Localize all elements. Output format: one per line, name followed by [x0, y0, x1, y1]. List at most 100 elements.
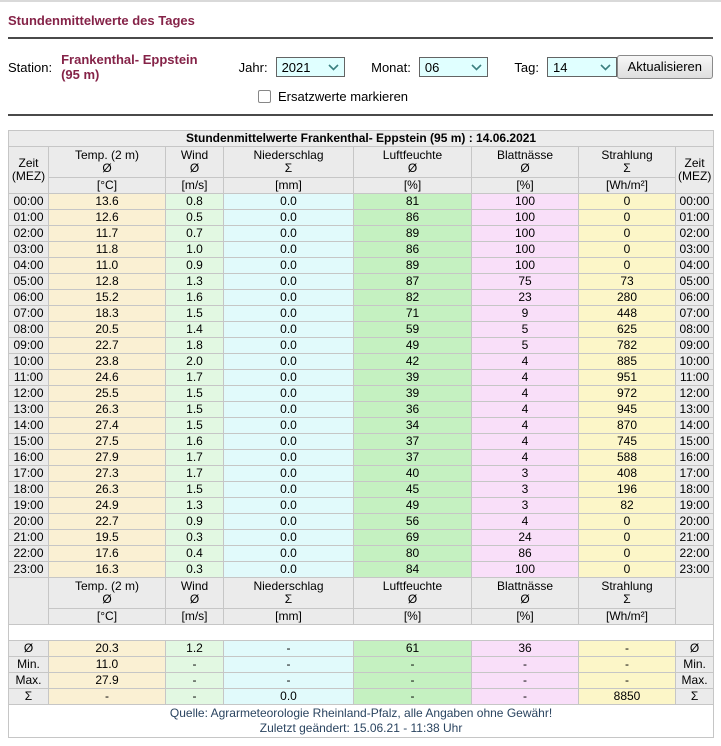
table-row: 13:00 26.3 1.5 0.0 36 4 945 13:00	[8, 401, 715, 418]
weather-table: Stundenmittelwerte Frankenthal- Eppstein…	[7, 130, 715, 738]
cell-humidity: 56	[353, 513, 472, 530]
summary-label: Ø	[674, 640, 715, 657]
cell-wind: 1.6	[165, 289, 224, 306]
cell-time: 11:00	[8, 369, 49, 386]
month-label: Monat:	[371, 59, 411, 75]
cell-wind: 2.0	[165, 353, 224, 370]
table-row: 19:00 24.9 1.3 0.0 49 3 82 19:00	[8, 497, 715, 514]
summary-temp: 20.3	[48, 640, 166, 657]
summary-row: Max. 27.9- - - - - Max.	[8, 672, 715, 689]
station-value: Frankenthal- Eppstein (95 m)	[61, 52, 198, 82]
summary-temp: 27.9	[48, 672, 166, 689]
col-unit-radiation: [Wh/m²]	[578, 177, 676, 194]
cell-precip: 0.0	[223, 321, 354, 338]
cell-radiation: 870	[578, 417, 676, 434]
cell-precip: 0.0	[223, 257, 354, 274]
year-select[interactable]: 2021	[275, 57, 346, 77]
cell-leafwetness: 4	[471, 369, 579, 386]
cell-wind: 1.8	[165, 337, 224, 354]
cell-temp: 19.5	[48, 529, 166, 546]
summary-leafwetness: -	[471, 672, 579, 689]
table-row: 11:00 24.6 1.7 0.0 39 4 951 11:00	[8, 369, 715, 386]
cell-humidity: 84	[353, 561, 472, 578]
col-unit-radiation: [Wh/m²]	[578, 608, 676, 625]
cell-precip: 0.0	[223, 273, 354, 290]
summary-precip: -	[223, 672, 354, 689]
summary-label: Σ	[8, 688, 49, 705]
col-header-time: Zeit (MEZ)	[8, 146, 49, 194]
cell-wind: 1.5	[165, 305, 224, 322]
cell-precip: 0.0	[223, 369, 354, 386]
cell-time: 01:00	[674, 209, 715, 226]
summary-temp: -	[48, 688, 166, 705]
table-footer-row: Quelle: Agrarmeteorologie Rheinland-Pfal…	[7, 704, 715, 738]
col-unit-leafwetness: [%]	[471, 177, 579, 194]
month-select[interactable]: 06	[418, 57, 489, 77]
cell-time: 18:00	[8, 481, 49, 498]
cell-time: 19:00	[674, 497, 715, 514]
cell-humidity: 89	[353, 257, 472, 274]
cell-wind: 0.8	[165, 193, 224, 210]
day-select[interactable]: 14	[547, 57, 617, 77]
cell-precip: 0.0	[223, 193, 354, 210]
cell-leafwetness: 4	[471, 385, 579, 402]
ersatzwerte-checkbox[interactable]	[258, 90, 271, 103]
col-header-leafwetness: Blattnässe Ø	[471, 577, 579, 609]
cell-time: 23:00	[674, 561, 715, 578]
cell-temp: 11.8	[48, 241, 166, 258]
cell-time: 10:00	[674, 353, 715, 370]
summary-row: Σ - -0.0- -8850 Σ	[8, 688, 715, 705]
refresh-button[interactable]: Aktualisieren	[616, 55, 713, 79]
cell-temp: 24.9	[48, 497, 166, 514]
cell-temp: 22.7	[48, 513, 166, 530]
table-row: 05:00 12.8 1.3 0.0 87 75 73 05:00	[8, 273, 715, 290]
col-unit-humidity: [%]	[353, 608, 472, 625]
cell-leafwetness: 5	[471, 321, 579, 338]
cell-humidity: 42	[353, 353, 472, 370]
cell-time: 16:00	[8, 449, 49, 466]
cell-precip: 0.0	[223, 513, 354, 530]
cell-leafwetness: 86	[471, 545, 579, 562]
cell-radiation: 73	[578, 273, 676, 290]
cell-time: 03:00	[674, 241, 715, 258]
cell-time: 22:00	[674, 545, 715, 562]
col-unit-wind: [m/s]	[165, 608, 224, 625]
cell-time: 10:00	[8, 353, 49, 370]
cell-radiation: 0	[578, 209, 676, 226]
cell-wind: 0.7	[165, 225, 224, 242]
table-row: 03:00 11.8 1.0 0.0 86 100 0 03:00	[8, 241, 715, 258]
cell-time: 15:00	[8, 433, 49, 450]
cell-humidity: 59	[353, 321, 472, 338]
col-header-precip: Niederschlag Σ	[223, 146, 354, 178]
cell-wind: 0.5	[165, 209, 224, 226]
col-unit-humidity: [%]	[353, 177, 472, 194]
cell-wind: 1.6	[165, 433, 224, 450]
chevron-down-icon	[328, 63, 339, 71]
col-unit-temp: [°C]	[48, 608, 166, 625]
cell-precip: 0.0	[223, 385, 354, 402]
cell-leafwetness: 3	[471, 465, 579, 482]
cell-humidity: 37	[353, 449, 472, 466]
cell-leafwetness: 24	[471, 529, 579, 546]
summary-label: Min.	[8, 656, 49, 673]
cell-precip: 0.0	[223, 337, 354, 354]
cell-leafwetness: 3	[471, 497, 579, 514]
summary-wind: 1.2	[165, 640, 224, 657]
cell-precip: 0.0	[223, 481, 354, 498]
cell-temp: 16.3	[48, 561, 166, 578]
cell-temp: 11.7	[48, 225, 166, 242]
cell-precip: 0.0	[223, 465, 354, 482]
cell-wind: 1.4	[165, 321, 224, 338]
cell-radiation: 625	[578, 321, 676, 338]
table-row: 00:00 13.6 0.8 0.0 81 100 0 00:00	[8, 193, 715, 210]
cell-time: 02:00	[8, 225, 49, 242]
col-header-humidity: Luftfeuchte Ø	[353, 577, 472, 609]
header-unit-row: [°C] [m/s] [mm] [%] [%] [Wh/m²]	[9, 608, 714, 625]
cell-time: 12:00	[8, 385, 49, 402]
cell-time: 03:00	[8, 241, 49, 258]
cell-temp: 23.8	[48, 353, 166, 370]
month-select-value: 06	[424, 59, 440, 75]
cell-humidity: 49	[353, 497, 472, 514]
cell-leafwetness: 100	[471, 241, 579, 258]
